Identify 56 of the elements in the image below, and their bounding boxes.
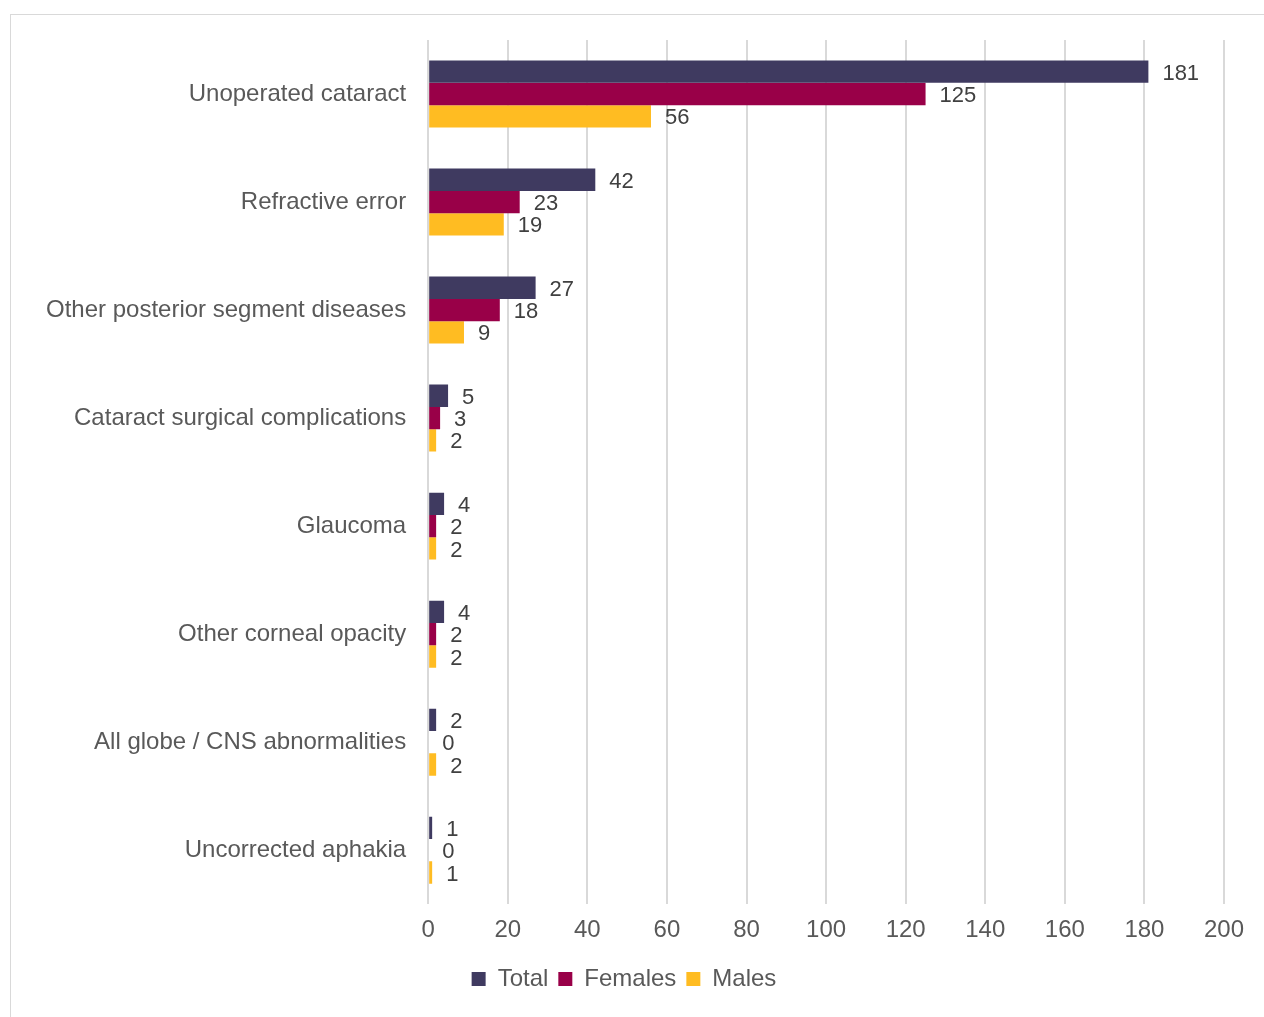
y-tick-label: Cataract surgical complications	[74, 402, 407, 430]
x-tick-label: 200	[1203, 915, 1245, 943]
bar	[429, 298, 500, 322]
y-tick-label: Refractive error	[240, 186, 407, 214]
x-tick-label: 140	[965, 915, 1006, 943]
legend-label: Total	[497, 963, 549, 991]
data-label: 5	[462, 383, 475, 409]
bar	[429, 276, 536, 299]
y-tick-label: Other corneal opacity	[178, 618, 407, 646]
bar	[429, 816, 433, 840]
legend-label: Females	[584, 963, 677, 991]
x-tick-label: 20	[494, 915, 522, 943]
bar	[429, 514, 437, 538]
data-label: 4	[458, 491, 471, 517]
bar	[429, 622, 437, 646]
x-tick-label: 120	[885, 915, 926, 943]
bar	[429, 168, 596, 191]
data-label: 27	[549, 275, 575, 301]
data-label: 181	[1162, 59, 1200, 85]
y-tick-label: Uncorrected aphakia	[184, 834, 407, 862]
bar	[429, 213, 504, 236]
x-tick-label: 80	[733, 915, 760, 943]
data-label: 4	[458, 599, 471, 625]
bar	[429, 82, 926, 106]
y-tick-label: Glaucoma	[296, 510, 407, 538]
bar	[429, 645, 437, 668]
data-label: 1	[446, 815, 459, 841]
x-tick-label: 40	[573, 915, 601, 943]
data-label: 42	[609, 167, 634, 193]
data-label: 56	[665, 104, 690, 130]
bar	[429, 190, 520, 214]
y-tick-label: All globe / CNS abnormalities	[94, 726, 407, 754]
bar	[429, 537, 437, 560]
bar	[429, 429, 437, 452]
data-label: 2	[450, 707, 463, 733]
bar	[429, 861, 433, 884]
x-tick-label: 100	[806, 915, 847, 943]
data-label: 125	[939, 82, 977, 108]
bar	[429, 60, 1149, 83]
bar	[429, 321, 464, 344]
x-tick-label: 0	[421, 915, 435, 943]
bar	[429, 708, 437, 731]
x-tick-label: 60	[653, 915, 681, 943]
legend-label: Males	[712, 963, 777, 991]
x-tick-label: 180	[1124, 915, 1165, 943]
bar	[429, 406, 441, 430]
data-label: 9	[477, 320, 491, 346]
bar	[429, 384, 449, 407]
y-tick-label: Unoperated cataract	[188, 78, 407, 106]
x-tick-label: 160	[1044, 915, 1085, 943]
bar	[429, 492, 445, 515]
data-label: 18	[513, 298, 539, 324]
bar	[429, 753, 437, 776]
bar	[429, 105, 652, 128]
y-tick-label: Other posterior segment diseases	[45, 294, 407, 322]
bar	[429, 600, 445, 623]
